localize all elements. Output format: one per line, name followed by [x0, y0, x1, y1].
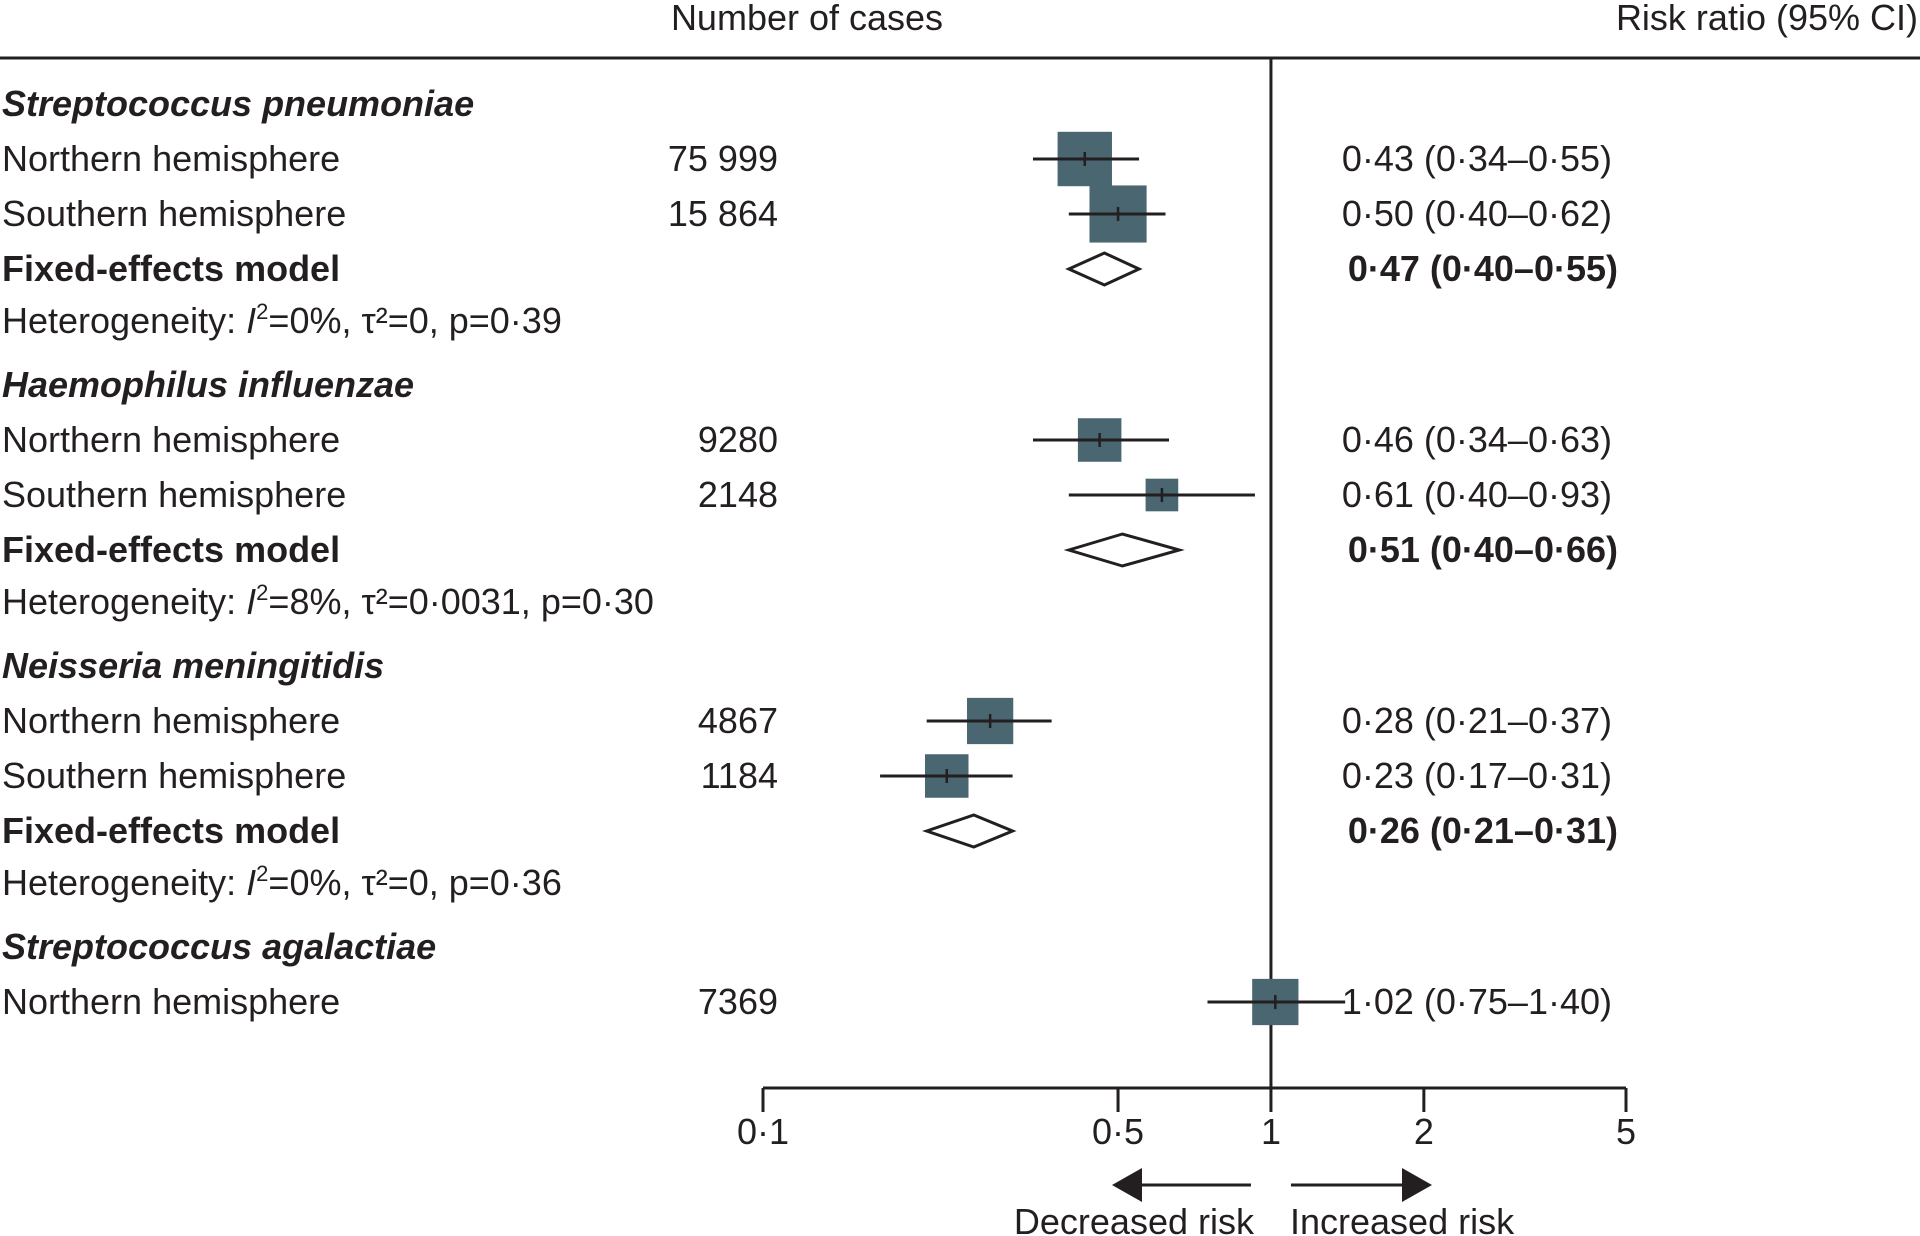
pooled-diamond: [1063, 532, 1185, 568]
study-rr-text: 0·23 (0·17–0·31): [1342, 755, 1612, 796]
study-rr-text: 0·46 (0·34–0·63): [1342, 419, 1612, 460]
study-label: Southern hemisphere: [2, 474, 346, 515]
study-cases: 75 999: [668, 138, 778, 179]
group-title: Haemophilus influenzae: [2, 364, 414, 405]
pooled-diamond: [922, 813, 1017, 849]
x-tick-label: 5: [1616, 1111, 1636, 1152]
pooled-label: Fixed-effects model: [2, 248, 340, 289]
study-cases: 7369: [698, 981, 778, 1022]
x-tick-label: 0·5: [1092, 1111, 1144, 1152]
study-label: Southern hemisphere: [2, 193, 346, 234]
group-title: Streptococcus agalactiae: [2, 926, 436, 967]
study-rr-text: 0·61 (0·40–0·93): [1342, 474, 1612, 515]
heterogeneity-text: Heterogeneity: I2=0%, τ²=0, p=0·39: [2, 299, 562, 341]
pooled-label: Fixed-effects model: [2, 529, 340, 570]
study-cases: 2148: [698, 474, 778, 515]
header-risk-ratio: Risk ratio (95% CI): [1616, 0, 1918, 38]
x-tick-label: 2: [1414, 1111, 1434, 1152]
group-title: Neisseria meningitidis: [2, 645, 384, 686]
x-tick-label: 1: [1261, 1111, 1281, 1152]
study-rr-text: 1·02 (0·75–1·40): [1342, 981, 1612, 1022]
study-rr-text: 0·50 (0·40–0·62): [1342, 193, 1612, 234]
study-label: Northern hemisphere: [2, 981, 340, 1022]
header-number-of-cases: Number of cases: [671, 0, 943, 38]
group-title: Streptococcus pneumoniae: [2, 83, 474, 124]
pooled-rr-text: 0·47 (0·40–0·55): [1348, 248, 1618, 289]
study-label: Northern hemisphere: [2, 419, 340, 460]
study-label: Southern hemisphere: [2, 755, 346, 796]
x-tick-label: 0·1: [737, 1111, 789, 1152]
study-cases: 1184: [701, 755, 778, 796]
study-rr-text: 0·43 (0·34–0·55): [1342, 138, 1612, 179]
study-rr-text: 0·28 (0·21–0·37): [1342, 700, 1612, 741]
increased-arrow-head: [1402, 1168, 1432, 1202]
study-cases: 15 864: [668, 193, 778, 234]
study-label: Northern hemisphere: [2, 138, 340, 179]
study-label: Northern hemisphere: [2, 700, 340, 741]
increased-risk-label: Increased risk: [1290, 1201, 1515, 1236]
decreased-arrow-head: [1112, 1168, 1142, 1202]
pooled-rr-text: 0·26 (0·21–0·31): [1348, 810, 1618, 851]
heterogeneity-text: Heterogeneity: I2=8%, τ²=0·0031, p=0·30: [2, 580, 654, 622]
study-cases: 4867: [698, 700, 778, 741]
heterogeneity-text: Heterogeneity: I2=0%, τ²=0, p=0·36: [2, 861, 562, 903]
study-cases: 9280: [698, 419, 778, 460]
decreased-risk-label: Decreased risk: [1014, 1201, 1255, 1236]
pooled-rr-text: 0·51 (0·40–0·66): [1348, 529, 1618, 570]
pooled-label: Fixed-effects model: [2, 810, 340, 851]
pooled-diamond: [1065, 251, 1143, 287]
